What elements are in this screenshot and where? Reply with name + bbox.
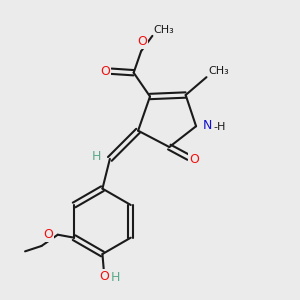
Text: H: H (110, 271, 120, 284)
Text: O: O (43, 228, 53, 241)
Text: O: O (100, 270, 110, 283)
Text: CH₃: CH₃ (154, 25, 175, 35)
Text: O: O (100, 65, 110, 78)
Text: CH₃: CH₃ (209, 66, 230, 76)
Text: -H: -H (214, 122, 226, 132)
Text: H: H (92, 150, 102, 163)
Text: N: N (202, 119, 212, 132)
Text: O: O (137, 35, 147, 48)
Text: O: O (189, 153, 199, 166)
